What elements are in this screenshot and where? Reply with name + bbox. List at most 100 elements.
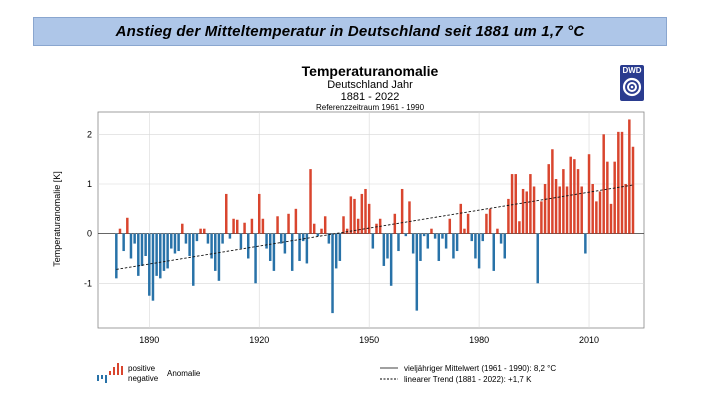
dwd-logo: DWD [620,65,644,101]
plot-area [97,111,645,329]
x-tick-label: 1980 [469,335,489,345]
bar-1956 [389,233,393,286]
bar-1996 [536,233,539,284]
bar-1950 [367,203,371,234]
bar-1946 [353,198,356,234]
bar-1942 [338,233,342,261]
bar-2009 [584,233,587,254]
bar-1910 [221,233,224,244]
bar-1925 [276,216,279,234]
bar-1899 [181,223,184,234]
legend-negative: negative [128,374,159,383]
bar-1919 [254,233,257,284]
bar-1930 [294,208,298,234]
bar-1958 [397,233,400,252]
legend-mean: vieljähriger Mittelwert (1961 - 1990): 8… [404,364,557,373]
bar-1972 [448,218,452,234]
bar-1999 [547,164,550,234]
x-tick-label: 1890 [139,335,159,345]
bar-1926 [279,233,283,244]
bar-1967 [430,228,433,234]
bar-1948 [360,193,364,234]
bar-1991 [518,221,521,234]
bar-1962 [411,233,415,254]
bar-1917 [247,233,250,259]
bar-1943 [342,216,345,234]
bar-2020 [624,184,627,234]
bar-1944 [345,228,349,234]
y-axis-label: Temperaturanomalie [K] [52,171,62,267]
bar-1932 [301,233,305,242]
bar-1992 [521,188,525,234]
legend-trend: linearer Trend (1881 - 2022): +1,7 K [404,375,532,384]
bar-1970 [441,233,444,239]
bar-1936 [316,233,320,237]
chart-reference: Referenzzeitraum 1961 - 1990 [315,103,425,112]
bar-2016 [609,203,613,234]
bar-1963 [415,233,419,311]
bar-1952 [375,223,378,234]
bar-2000 [551,149,554,234]
bar-1897 [173,233,177,254]
bar-1901 [188,233,191,256]
bar-1982 [485,213,488,234]
chart-title: Temperaturanomalie [301,63,439,79]
anomaly-bars-icon [97,363,123,383]
bar-1933 [305,233,309,264]
bar-1988 [507,198,510,234]
bar-1985 [496,228,499,234]
bar-2008 [580,186,583,234]
bar-2002 [558,186,561,234]
bar-1980 [477,233,481,269]
bar-1935 [312,223,316,234]
bar-1909 [217,233,221,281]
bar-1969 [437,233,441,261]
bar-1949 [364,188,367,234]
bar-1928 [287,213,290,234]
dwd-logo-text: DWD [622,66,642,75]
chart-titles: Temperaturanomalie Deutschland Jahr 1881… [240,64,500,113]
bar-1888 [140,233,144,266]
bar-1934 [309,169,312,234]
trend-line [116,184,634,270]
bar-1964 [419,233,422,261]
bar-1906 [206,233,210,244]
bar-1974 [455,233,459,252]
bar-1984 [492,233,495,271]
bar-1951 [371,233,375,249]
bar-1921 [261,218,265,234]
bar-2018 [617,131,620,234]
bar-1959 [400,188,404,234]
bar-1885 [129,233,133,259]
bar-1920 [257,193,261,234]
bar-2012 [595,201,598,234]
bar-1896 [170,233,173,249]
legend-line-icons [380,367,398,380]
bar-1903 [195,233,199,242]
bar-1891 [151,233,155,301]
bar-2021 [628,119,631,234]
bar-1983 [488,208,492,234]
bar-1976 [463,228,466,234]
bar-1907 [210,233,213,259]
bar-1940 [331,233,334,314]
bar-1939 [327,233,331,244]
y-tick-label: 0 [87,229,92,239]
bar-1968 [433,233,437,239]
bar-2011 [591,184,594,234]
bar-2019 [620,131,624,234]
bar-1960 [404,233,408,237]
bar-1954 [382,233,386,266]
bar-2022 [631,146,635,234]
bar-1927 [283,233,287,254]
bar-1887 [137,233,140,276]
x-tick-label: 1920 [249,335,269,345]
chart-period: 1881 - 2022 [340,91,400,103]
bar-1889 [144,233,147,256]
bar-2003 [562,169,565,234]
y-tick-label: -1 [84,278,92,288]
bar-1966 [426,233,430,249]
x-tick-label: 1950 [359,335,379,345]
bar-1904 [199,228,202,234]
